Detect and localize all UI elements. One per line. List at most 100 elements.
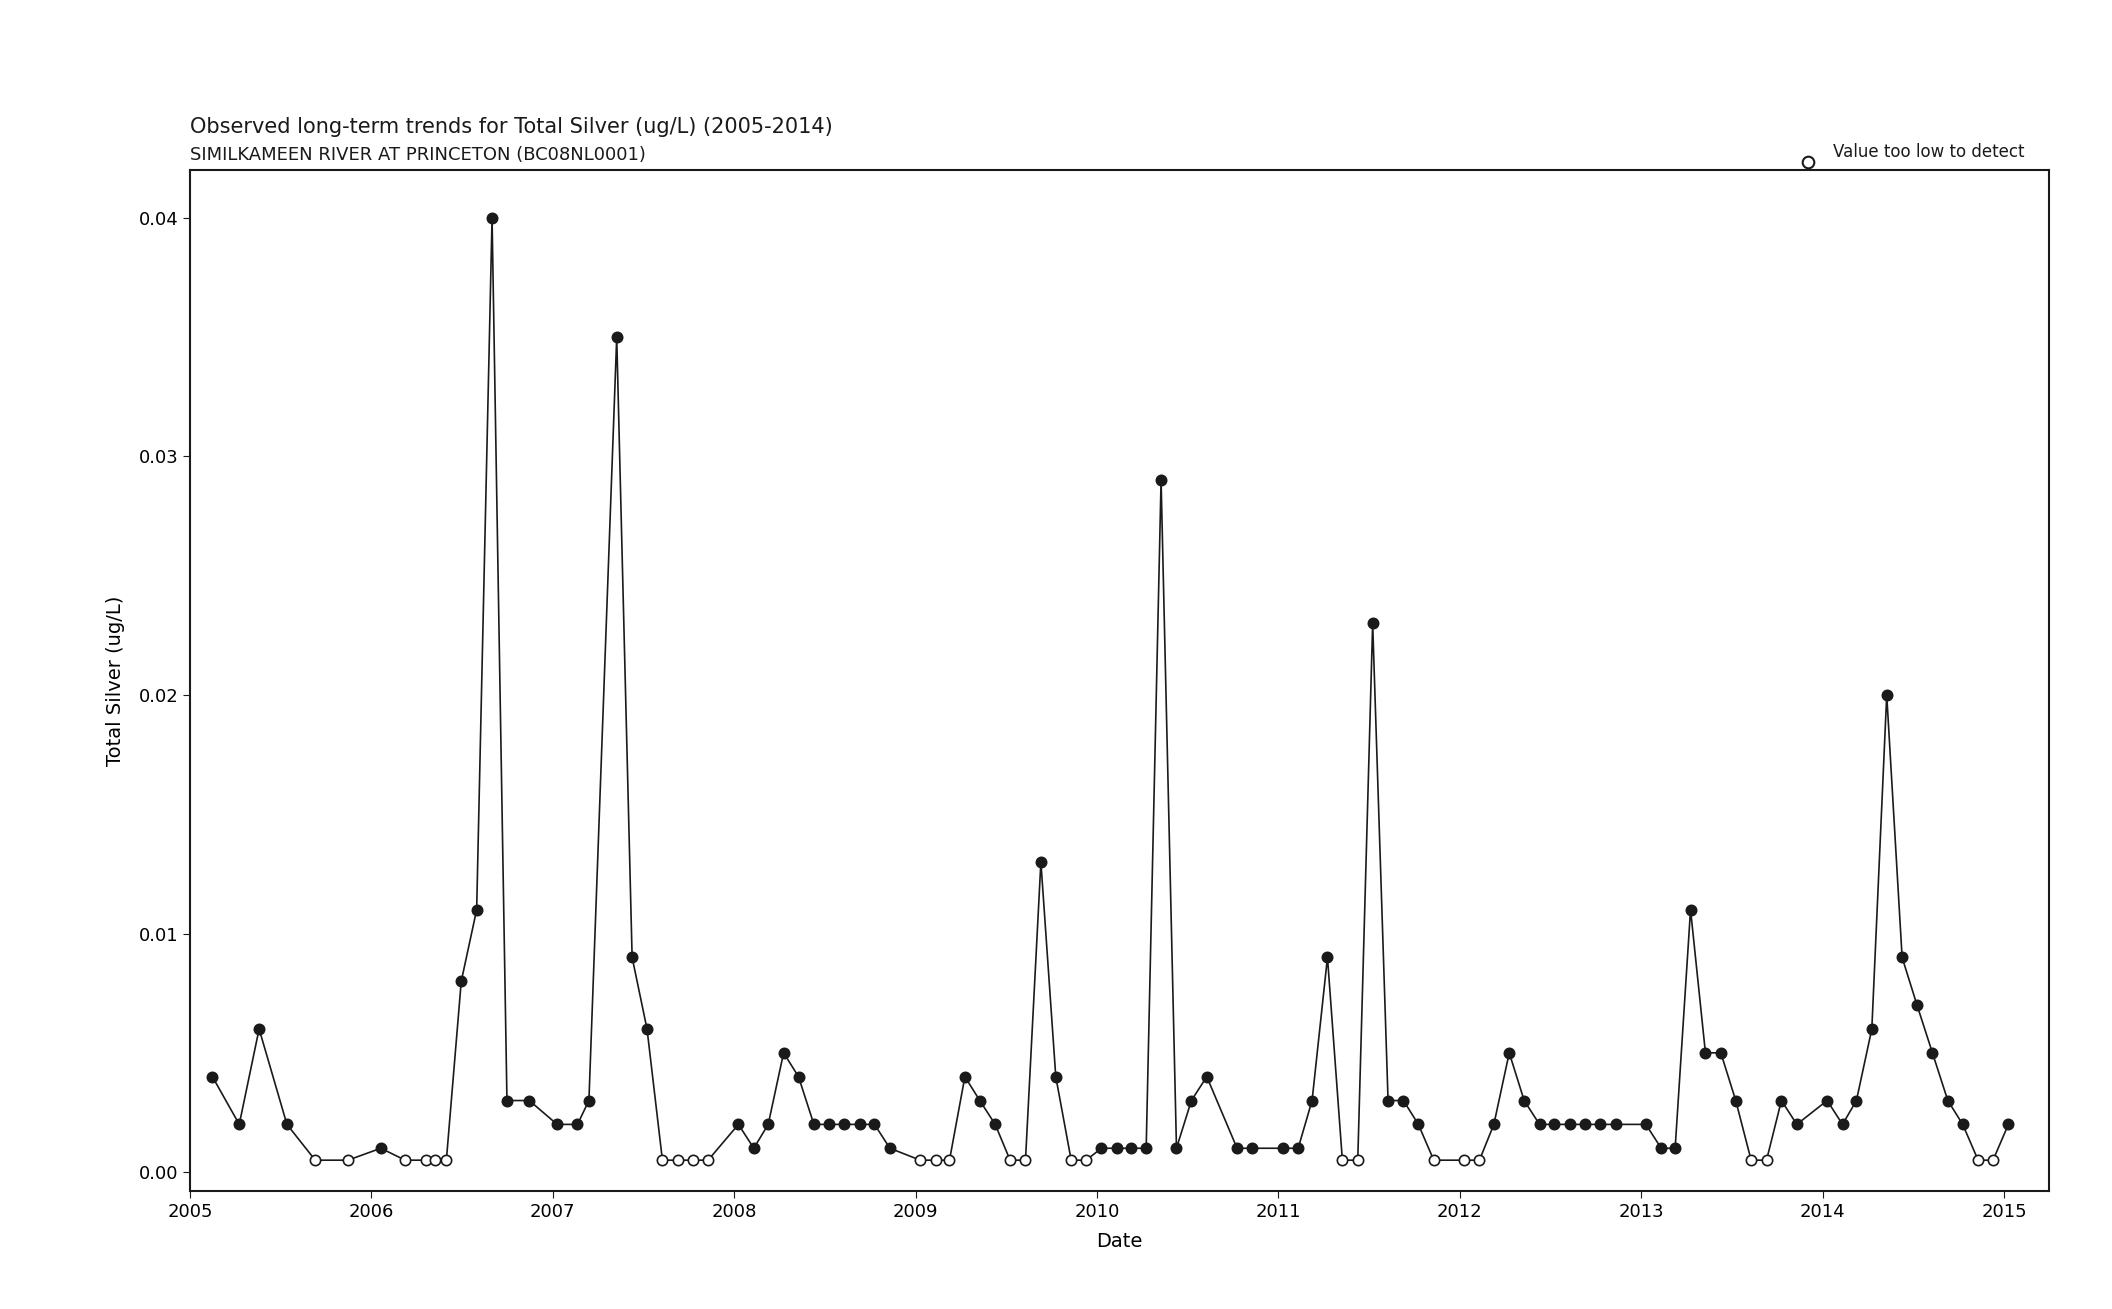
Point <box>1326 1149 1360 1170</box>
Point <box>904 1149 938 1170</box>
Point <box>513 1090 547 1111</box>
Point <box>1282 1138 1316 1158</box>
Point <box>1599 1114 1633 1135</box>
Point <box>1417 1149 1451 1170</box>
Text: SIMILKAMEEN RIVER AT PRINCETON (BC08NL0001): SIMILKAMEEN RIVER AT PRINCETON (BC08NL00… <box>190 145 646 164</box>
Point <box>1704 1042 1738 1063</box>
Point <box>363 1138 397 1158</box>
Point <box>418 1149 452 1170</box>
Point <box>572 1090 606 1111</box>
Point <box>1825 1114 1859 1135</box>
Point <box>429 1149 463 1170</box>
Point <box>963 1090 997 1111</box>
Point <box>948 1067 982 1088</box>
Point <box>767 1042 800 1063</box>
Point <box>1687 1042 1721 1063</box>
X-axis label: Date: Date <box>1096 1232 1143 1251</box>
Point <box>1189 1067 1223 1088</box>
Point <box>1086 1138 1119 1158</box>
Point <box>222 1114 256 1135</box>
Point <box>1791 152 1825 173</box>
Point <box>811 1114 845 1135</box>
Point <box>1462 1149 1495 1170</box>
Point <box>1734 1149 1768 1170</box>
Point <box>1159 1138 1193 1158</box>
Point <box>1236 1138 1269 1158</box>
Point <box>1869 685 1903 706</box>
Point <box>1476 1114 1510 1135</box>
Y-axis label: Total Silver (ug/L): Total Silver (ug/L) <box>106 596 125 766</box>
Point <box>737 1138 771 1158</box>
Point <box>1780 1114 1814 1135</box>
Point <box>600 327 634 348</box>
Point <box>475 207 509 228</box>
Point <box>722 1114 756 1135</box>
Point <box>1508 1090 1542 1111</box>
Point <box>332 1149 365 1170</box>
Point <box>1145 470 1178 491</box>
Point <box>408 1149 441 1170</box>
Text: Observed long-term trends for Total Silver (ug/L) (2005-2014): Observed long-term trends for Total Silv… <box>190 118 832 137</box>
Point <box>661 1149 695 1170</box>
Point <box>919 1149 953 1170</box>
Point <box>1916 1042 1949 1063</box>
Point <box>646 1149 680 1170</box>
Point <box>781 1067 815 1088</box>
Point <box>1371 1090 1404 1111</box>
Point <box>1388 1090 1421 1111</box>
Point <box>1930 1090 1964 1111</box>
Point <box>1673 899 1706 920</box>
Point <box>1992 1114 2025 1135</box>
Point <box>1764 1090 1797 1111</box>
Point <box>1402 1114 1436 1135</box>
Point <box>1295 1090 1328 1111</box>
Point <box>1265 1138 1299 1158</box>
Point <box>1854 1018 1888 1039</box>
Point <box>857 1114 891 1135</box>
Point <box>1645 1138 1679 1158</box>
Point <box>1039 1067 1073 1088</box>
Point <box>1069 1149 1102 1170</box>
Point <box>1130 1138 1164 1158</box>
Point <box>1523 1114 1557 1135</box>
Point <box>1552 1114 1586 1135</box>
Point <box>1447 1149 1481 1170</box>
Point <box>1840 1090 1873 1111</box>
Point <box>1493 1042 1527 1063</box>
Point <box>1810 1090 1844 1111</box>
Point <box>1584 1114 1618 1135</box>
Point <box>843 1114 876 1135</box>
Point <box>1628 1114 1662 1135</box>
Point <box>243 1018 277 1039</box>
Point <box>389 1149 422 1170</box>
Point <box>1901 995 1935 1016</box>
Point <box>1221 1138 1255 1158</box>
Point <box>270 1114 304 1135</box>
Point <box>1054 1149 1088 1170</box>
Point <box>1312 946 1345 967</box>
Point <box>934 1149 967 1170</box>
Point <box>629 1018 663 1039</box>
Point <box>796 1114 830 1135</box>
Point <box>1538 1114 1571 1135</box>
Point <box>1174 1090 1208 1111</box>
Point <box>1886 946 1920 967</box>
Point <box>460 899 494 920</box>
Point <box>615 946 648 967</box>
Point <box>1010 1149 1043 1170</box>
Point <box>872 1138 906 1158</box>
Point <box>298 1149 332 1170</box>
Point <box>1945 1114 1979 1135</box>
Point <box>1100 1138 1134 1158</box>
Point <box>541 1114 574 1135</box>
Point <box>676 1149 710 1170</box>
Point <box>1356 613 1390 634</box>
Point <box>828 1114 862 1135</box>
Point <box>752 1114 786 1135</box>
Point <box>444 971 477 992</box>
Point <box>490 1090 524 1111</box>
Point <box>993 1149 1026 1170</box>
Point <box>196 1067 230 1088</box>
Point <box>1658 1138 1692 1158</box>
Point <box>1749 1149 1783 1170</box>
